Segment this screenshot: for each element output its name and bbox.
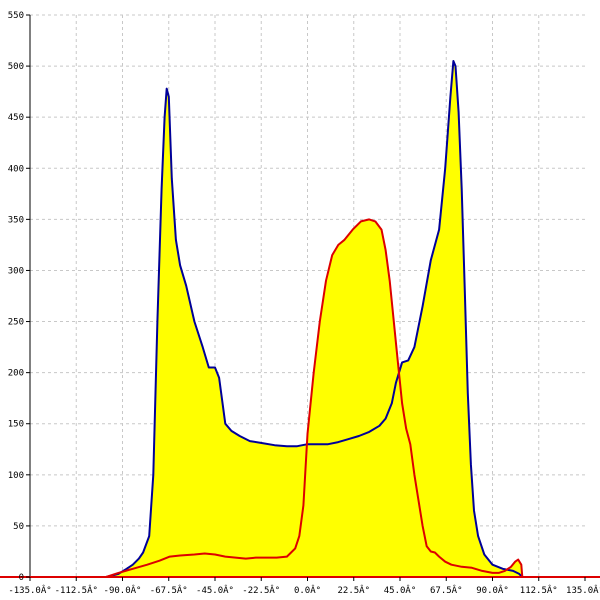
label-layer: 0 50 100 150 200 250 300 350 400 450 500 550 -135.0Â… bbox=[8, 11, 600, 596]
y-tick-label: 550 bbox=[8, 11, 24, 21]
x-tick-label: 0.0Â° bbox=[294, 584, 321, 596]
y-tick-label: 400 bbox=[8, 164, 24, 174]
x-tick-label: -112.5Â° bbox=[55, 584, 98, 596]
fill-layer bbox=[106, 61, 523, 577]
y-tick-label: 200 bbox=[8, 369, 24, 379]
x-tick-label: 90.0Â° bbox=[476, 584, 509, 596]
y-tick-label: 0 bbox=[19, 573, 24, 583]
area-fill-secondary bbox=[106, 219, 523, 577]
x-tick-label: -135.0Â° bbox=[8, 584, 51, 596]
y-tick-label: 100 bbox=[8, 471, 24, 481]
x-tick-label: 45.0Â° bbox=[384, 584, 417, 596]
x-tick-label: 112.5Â° bbox=[520, 584, 558, 596]
x-tick-label: -45.0Â° bbox=[196, 584, 234, 596]
y-tick-label: 300 bbox=[8, 266, 24, 276]
y-tick-label: 250 bbox=[8, 318, 24, 328]
axis-layer bbox=[0, 14, 600, 581]
series-line-2 bbox=[105, 218, 524, 578]
y-tick-label: 450 bbox=[8, 113, 24, 123]
x-tick-label: -22.5Â° bbox=[242, 584, 280, 596]
x-tick-label: -90.0Â° bbox=[104, 584, 142, 596]
y-tick-label: 150 bbox=[8, 420, 24, 430]
x-tick-label: 135.0Â° bbox=[566, 584, 600, 596]
x-tick-label: -67.5Â° bbox=[150, 584, 188, 596]
area-fill bbox=[106, 61, 523, 577]
series-layer bbox=[105, 60, 524, 578]
y-tick-label: 50 bbox=[13, 522, 24, 532]
x-tick-label: 22.5Â° bbox=[337, 584, 370, 596]
y-tick-label: 350 bbox=[8, 215, 24, 225]
y-tick-label: 500 bbox=[8, 62, 24, 72]
x-tick-label: 67.5Â° bbox=[430, 584, 463, 596]
series-line-1 bbox=[105, 60, 524, 578]
